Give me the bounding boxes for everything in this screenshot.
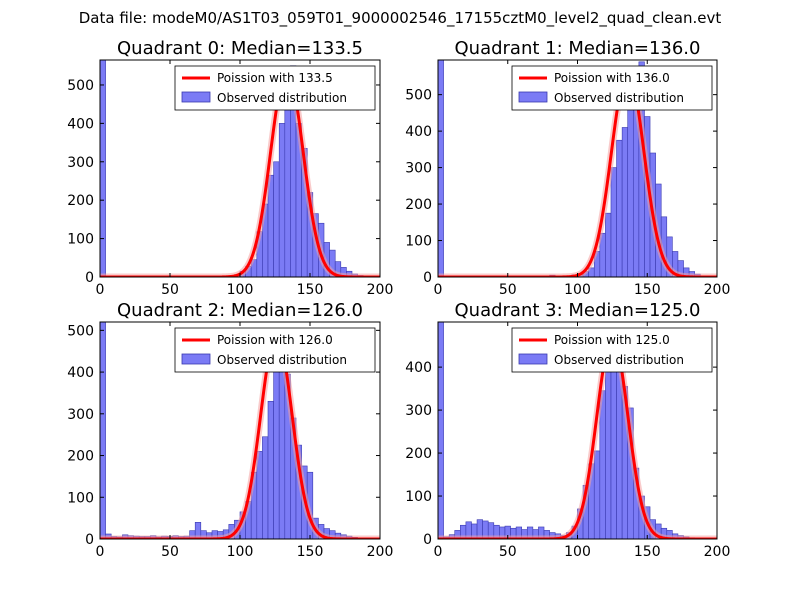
legend: Poission with 136.0 Observed distribution xyxy=(511,65,713,111)
y-tick-label: 200 xyxy=(67,193,94,209)
legend-line-label: Poission with 126.0 xyxy=(217,333,333,347)
quadrant-3-panel: 0 50 100 150 200 0 100 200 300 400 Quadrant 3: Med… xyxy=(405,300,730,560)
legend: Poission with 126.0 Observed distribution xyxy=(174,327,376,373)
legend-box xyxy=(511,327,713,373)
quadrant-2-panel: 0 50 100 150 200 0 100 200 300 400 500 Quadrant 2: … xyxy=(67,300,393,560)
legend-box xyxy=(174,65,376,111)
x-tick-label: 150 xyxy=(297,544,324,560)
histogram-bar xyxy=(593,450,601,539)
y-tick-label: 100 xyxy=(67,232,94,248)
x-tick-label: 200 xyxy=(704,282,731,298)
x-tick-label: 100 xyxy=(227,282,254,298)
histogram-bar xyxy=(621,127,629,277)
y-tick-label: 400 xyxy=(67,365,94,381)
x-tick-label: 0 xyxy=(96,282,105,298)
histogram-bar xyxy=(605,212,612,277)
x-tick-label: 100 xyxy=(564,282,591,298)
y-tick-label: 300 xyxy=(405,161,432,177)
legend-box xyxy=(511,65,713,111)
histogram-bar xyxy=(284,103,291,277)
histogram-bar xyxy=(256,451,263,539)
histogram-bar xyxy=(438,322,444,539)
legend-bar-swatch xyxy=(518,353,548,365)
y-tick-label: 100 xyxy=(67,490,94,506)
y-tick-label: 200 xyxy=(405,446,432,462)
x-tick-label: 200 xyxy=(367,282,394,298)
x-tick-label: 50 xyxy=(161,282,179,298)
y-tick-label: 400 xyxy=(67,116,94,132)
legend: Poission with 133.5 Observed distribution xyxy=(174,65,376,111)
histogram-bar xyxy=(273,361,280,539)
legend-line-label: Poission with 136.0 xyxy=(554,71,670,85)
x-tick-label: 0 xyxy=(434,282,443,298)
y-tick-label: 100 xyxy=(405,234,432,250)
x-tick-label: 0 xyxy=(96,544,105,560)
histogram-bar xyxy=(100,60,106,277)
legend-bar-swatch xyxy=(518,91,548,103)
x-tick-label: 50 xyxy=(499,282,517,298)
x-tick-label: 150 xyxy=(634,282,661,298)
y-tick-label: 0 xyxy=(85,532,94,548)
y-tick-label: 300 xyxy=(67,155,94,171)
legend-bar-label: Observed distribution xyxy=(217,353,347,367)
legend-bar-label: Observed distribution xyxy=(554,353,684,367)
y-tick-label: 400 xyxy=(405,124,432,140)
legend-bar-swatch xyxy=(181,353,211,365)
y-tick-label: 0 xyxy=(85,270,94,286)
quadrant-title: Quadrant 2: Median=126.0 xyxy=(117,300,363,321)
x-tick-label: 200 xyxy=(367,544,394,560)
x-tick-label: 100 xyxy=(564,544,591,560)
y-tick-label: 300 xyxy=(67,407,94,423)
y-tick-label: 500 xyxy=(67,323,94,339)
legend: Poission with 125.0 Observed distribution xyxy=(511,327,713,373)
quadrant-1-panel: 0 50 100 150 200 0 100 200 300 400 500 Quadrant 1: … xyxy=(405,38,730,298)
y-tick-label: 500 xyxy=(67,78,94,94)
histogram-bar xyxy=(627,90,634,277)
histogram-bar xyxy=(262,436,269,539)
y-tick-label: 0 xyxy=(423,532,432,548)
legend-bar-label: Observed distribution xyxy=(554,91,684,105)
histogram-bar xyxy=(605,360,612,539)
histogram-bar xyxy=(278,123,286,277)
legend-box xyxy=(174,327,376,373)
y-tick-label: 100 xyxy=(405,489,432,505)
y-tick-label: 0 xyxy=(423,270,432,286)
legend-line-label: Poission with 125.0 xyxy=(554,333,670,347)
quadrant-title: Quadrant 0: Median=133.5 xyxy=(117,38,363,59)
histogram-bar xyxy=(610,167,617,277)
x-tick-label: 50 xyxy=(161,544,179,560)
histogram-bar xyxy=(100,322,106,539)
histogram-bar xyxy=(438,60,444,277)
quadrant-0-panel: 0 50 100 150 200 0 100 200 300 400 500 Quadrant 0: … xyxy=(67,38,393,298)
y-tick-label: 300 xyxy=(405,403,432,419)
histogram-bar xyxy=(616,139,623,277)
y-tick-label: 400 xyxy=(405,360,432,376)
quadrant-title: Quadrant 1: Median=136.0 xyxy=(455,38,701,59)
x-tick-label: 200 xyxy=(704,544,731,560)
y-tick-label: 200 xyxy=(405,197,432,213)
legend-line-label: Poission with 133.5 xyxy=(217,71,333,85)
y-tick-label: 200 xyxy=(67,449,94,465)
legend-bar-swatch xyxy=(181,91,211,103)
histogram-bar xyxy=(267,400,274,539)
plot-area xyxy=(100,322,380,539)
histogram-bar xyxy=(273,161,280,277)
y-tick-label: 500 xyxy=(405,88,432,104)
x-tick-label: 150 xyxy=(634,544,661,560)
x-tick-label: 50 xyxy=(499,544,517,560)
x-tick-label: 150 xyxy=(297,282,324,298)
quadrant-title: Quadrant 3: Median=125.0 xyxy=(455,300,701,321)
figure-suptitle: Data file: modeM0/AS1T03_059T01_90000025… xyxy=(79,9,722,28)
x-tick-label: 0 xyxy=(434,544,443,560)
x-tick-label: 100 xyxy=(227,544,254,560)
legend-bar-label: Observed distribution xyxy=(217,91,347,105)
